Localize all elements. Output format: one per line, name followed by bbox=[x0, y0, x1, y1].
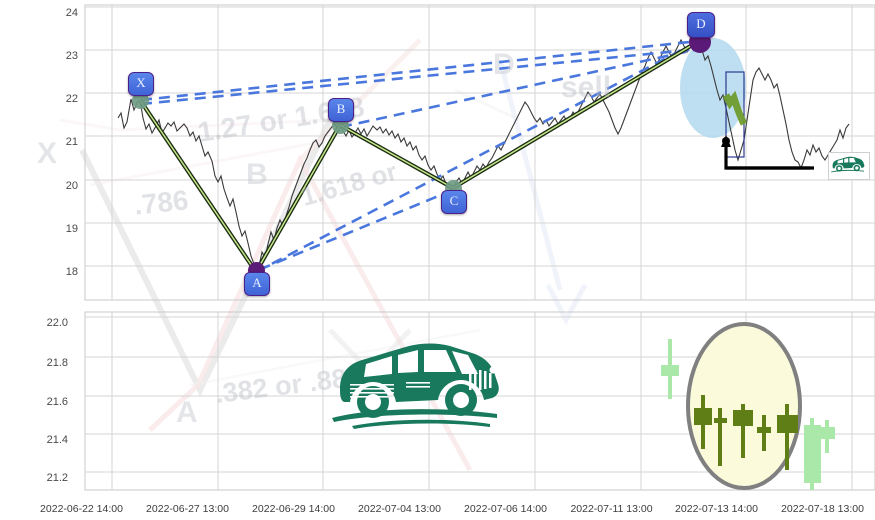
ytick-main-2: 22 bbox=[65, 93, 78, 105]
pattern-point-x-badge[interactable]: X bbox=[128, 72, 154, 96]
xtick-6: 2022-07-13 14:00 bbox=[675, 503, 758, 515]
ytick-main-0: 24 bbox=[65, 7, 78, 19]
ghost-label-x: X bbox=[37, 137, 58, 170]
green-suv-logo-small-box bbox=[828, 152, 870, 180]
ghost-label-a: A bbox=[176, 396, 198, 429]
ghost-label-b: B bbox=[246, 158, 268, 191]
pattern-point-x-dot[interactable] bbox=[132, 92, 149, 109]
ytick-main-5: 19 bbox=[65, 223, 78, 235]
ytick-main-3: 21 bbox=[65, 136, 78, 148]
sell-annotation: sell bbox=[561, 71, 612, 104]
pattern-point-b-badge[interactable]: B bbox=[328, 98, 354, 122]
pattern-point-d-badge[interactable]: D bbox=[687, 12, 715, 38]
xtick-7: 2022-07-18 13:00 bbox=[781, 503, 864, 515]
green-suv-logo bbox=[332, 343, 499, 429]
xtick-4: 2022-07-06 14:00 bbox=[464, 503, 547, 515]
xtick-0: 2022-06-22 14:00 bbox=[40, 503, 123, 515]
ytick-main-4: 20 bbox=[65, 180, 78, 192]
pattern-point-a-badge[interactable]: A bbox=[244, 272, 270, 296]
ytick-detail-2: 21.6 bbox=[46, 396, 68, 408]
xtick-5: 2022-07-11 13:00 bbox=[570, 503, 653, 515]
xtick-1: 2022-06-27 13:00 bbox=[146, 503, 229, 515]
ytick-main-1: 23 bbox=[65, 50, 78, 62]
ytick-detail-0: 22.0 bbox=[46, 317, 68, 329]
ytick-detail-1: 21.8 bbox=[46, 357, 68, 369]
ytick-detail-3: 21.4 bbox=[46, 434, 68, 446]
ytick-detail-4: 21.2 bbox=[46, 472, 68, 484]
ytick-main-6: 18 bbox=[65, 266, 78, 278]
green-suv-logo-small bbox=[831, 156, 865, 173]
pattern-point-c-badge[interactable]: C bbox=[441, 190, 467, 214]
xtick-3: 2022-07-04 13:00 bbox=[358, 503, 441, 515]
xtick-2: 2022-06-29 14:00 bbox=[252, 503, 335, 515]
ghost-label-d: D bbox=[493, 48, 515, 81]
